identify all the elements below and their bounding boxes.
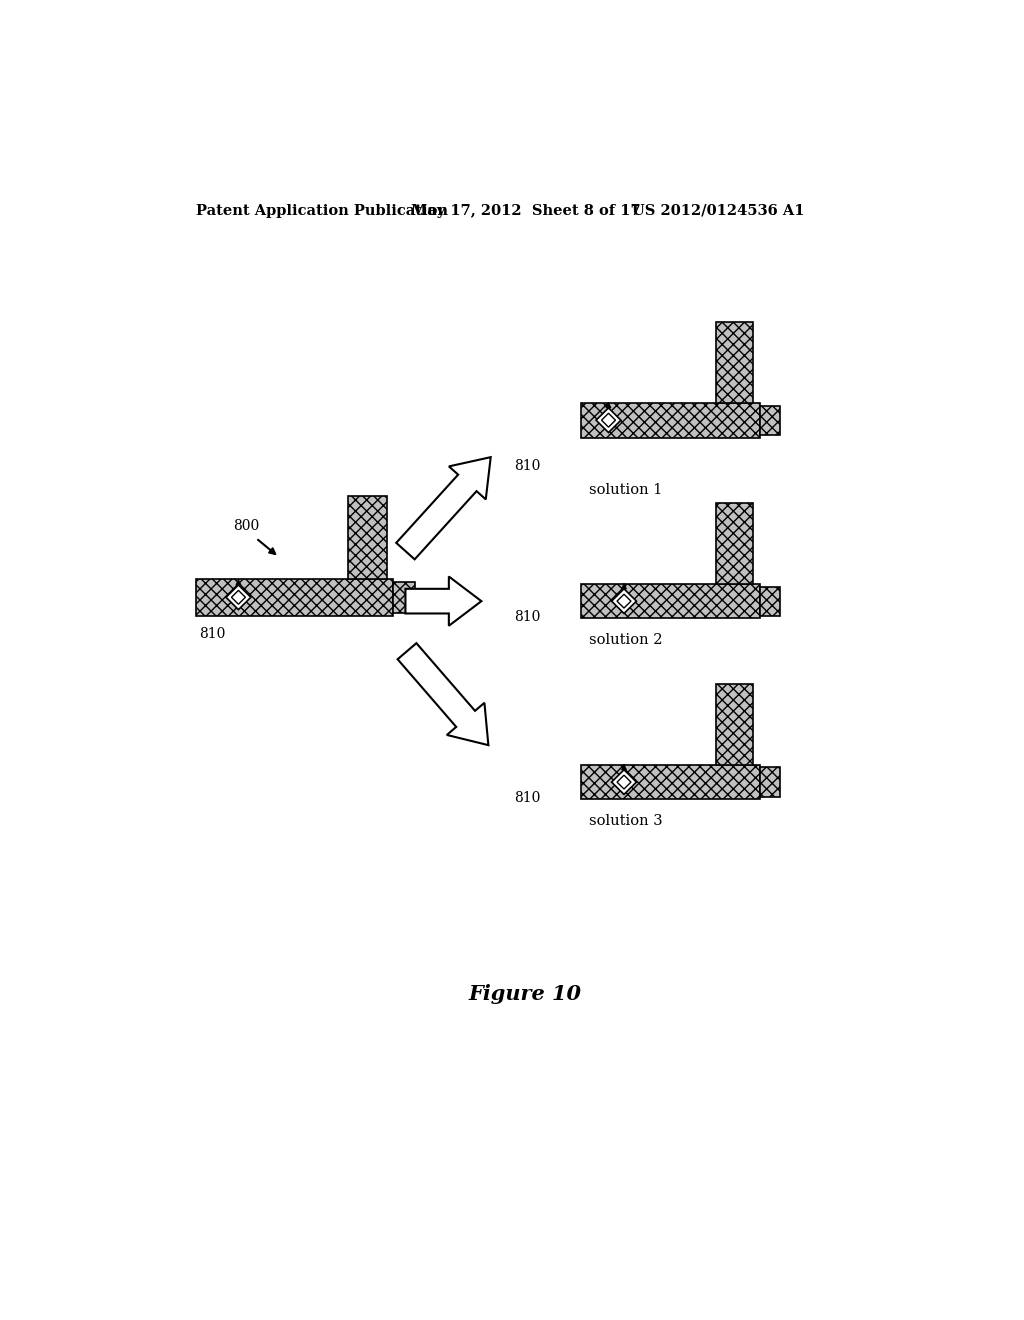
Bar (348, 496, 387, 579)
Text: US 2012/0124536 A1: US 2012/0124536 A1 (632, 203, 804, 218)
Polygon shape (397, 643, 488, 744)
Bar (760, 767, 779, 797)
Bar (393, 582, 415, 612)
Text: 810: 810 (514, 459, 541, 474)
Bar (760, 405, 779, 434)
Text: May 17, 2012  Sheet 8 of 17: May 17, 2012 Sheet 8 of 17 (411, 203, 640, 218)
Text: 810: 810 (514, 610, 541, 623)
Bar (716, 503, 754, 583)
Polygon shape (226, 585, 251, 610)
Text: 810: 810 (514, 791, 541, 804)
Text: 800: 800 (232, 520, 259, 533)
Polygon shape (231, 590, 246, 605)
Bar (760, 586, 779, 615)
Polygon shape (396, 457, 490, 560)
Polygon shape (596, 408, 621, 433)
Text: solution 2: solution 2 (589, 632, 663, 647)
Text: 810: 810 (200, 627, 225, 642)
Bar (716, 322, 754, 403)
Polygon shape (611, 589, 636, 614)
Bar (582, 403, 760, 437)
Polygon shape (617, 594, 631, 609)
Bar (196, 578, 393, 615)
Bar (582, 764, 760, 800)
Polygon shape (611, 770, 636, 795)
Polygon shape (617, 775, 631, 789)
Text: solution 3: solution 3 (589, 813, 663, 828)
Text: Figure 10: Figure 10 (468, 983, 582, 1003)
Polygon shape (601, 413, 615, 428)
Text: Patent Application Publication: Patent Application Publication (197, 203, 449, 218)
Text: solution 1: solution 1 (589, 483, 663, 496)
Polygon shape (406, 577, 481, 626)
Bar (716, 684, 754, 764)
Bar (582, 583, 760, 619)
